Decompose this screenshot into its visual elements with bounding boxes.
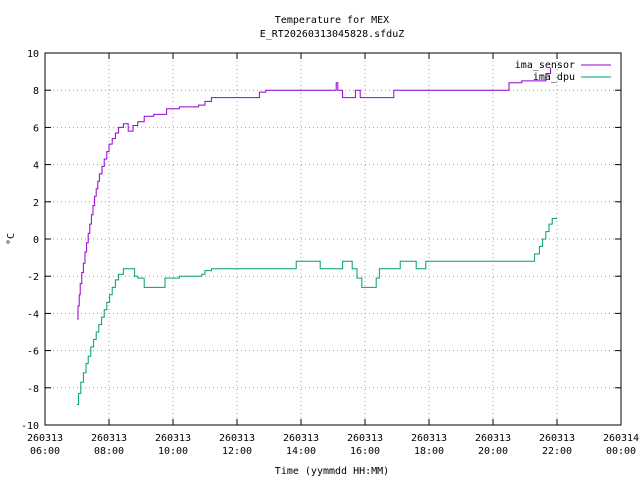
y-tick-label: 8 bbox=[33, 86, 39, 97]
x-tick-time-label: 20:00 bbox=[478, 446, 508, 457]
x-tick-date-label: 260313 bbox=[539, 433, 575, 444]
x-tick-date-label: 260313 bbox=[347, 433, 383, 444]
series-lines bbox=[77, 67, 557, 405]
y-tick-label: -10 bbox=[21, 421, 39, 432]
y-tick-label: 10 bbox=[27, 49, 39, 60]
x-tick-time-label: 12:00 bbox=[222, 446, 252, 457]
y-tick-label: 0 bbox=[33, 235, 39, 246]
y-tick-label: 6 bbox=[33, 123, 39, 134]
x-tick-time-label: 00:00 bbox=[606, 446, 636, 457]
grid bbox=[45, 53, 621, 425]
legend-label-ima_dpu: ima_dpu bbox=[533, 72, 575, 83]
y-tick-label: -6 bbox=[27, 347, 39, 358]
y-axis-ticks: -10 -8 -6 -4 -2 0 2 4 6 8 10 bbox=[21, 49, 621, 432]
y-tick-label: -2 bbox=[27, 272, 39, 283]
x-tick-time-label: 06:00 bbox=[30, 446, 60, 457]
x-tick-date-label: 260313 bbox=[219, 433, 255, 444]
x-tick-date-label: 260313 bbox=[27, 433, 63, 444]
x-tick-date-label: 260313 bbox=[475, 433, 511, 444]
x-tick-time-label: 10:00 bbox=[158, 446, 188, 457]
x-tick-date-label: 260313 bbox=[91, 433, 127, 444]
x-tick-date-label: 260313 bbox=[283, 433, 319, 444]
chart-title-line1: Temperature for MEX bbox=[275, 15, 389, 26]
y-tick-label: -8 bbox=[27, 384, 39, 395]
x-tick-date-label: 260314 bbox=[603, 433, 639, 444]
y-tick-label: 4 bbox=[33, 161, 39, 172]
series-line-ima_dpu bbox=[77, 218, 557, 405]
x-tick-time-label: 14:00 bbox=[286, 446, 316, 457]
x-tick-date-label: 260313 bbox=[155, 433, 191, 444]
series-line-ima_sensor bbox=[77, 67, 552, 320]
legend-label-ima_sensor: ima_sensor bbox=[515, 60, 575, 71]
x-tick-time-label: 08:00 bbox=[94, 446, 124, 457]
x-tick-time-label: 22:00 bbox=[542, 446, 572, 457]
x-tick-date-label: 260313 bbox=[411, 433, 447, 444]
y-tick-label: -4 bbox=[27, 309, 39, 320]
y-tick-label: 2 bbox=[33, 198, 39, 209]
x-tick-time-label: 16:00 bbox=[350, 446, 380, 457]
x-tick-time-label: 18:00 bbox=[414, 446, 444, 457]
x-axis-ticks: 260313 06:00 260313 08:00 260313 10:00 260313 1… bbox=[27, 53, 639, 457]
x-axis-label: Time (yymmdd HH:MM) bbox=[275, 466, 389, 477]
chart-title-line2: E_RT20260313045828.sfduZ bbox=[260, 29, 405, 40]
y-axis-label: °C bbox=[6, 233, 17, 245]
